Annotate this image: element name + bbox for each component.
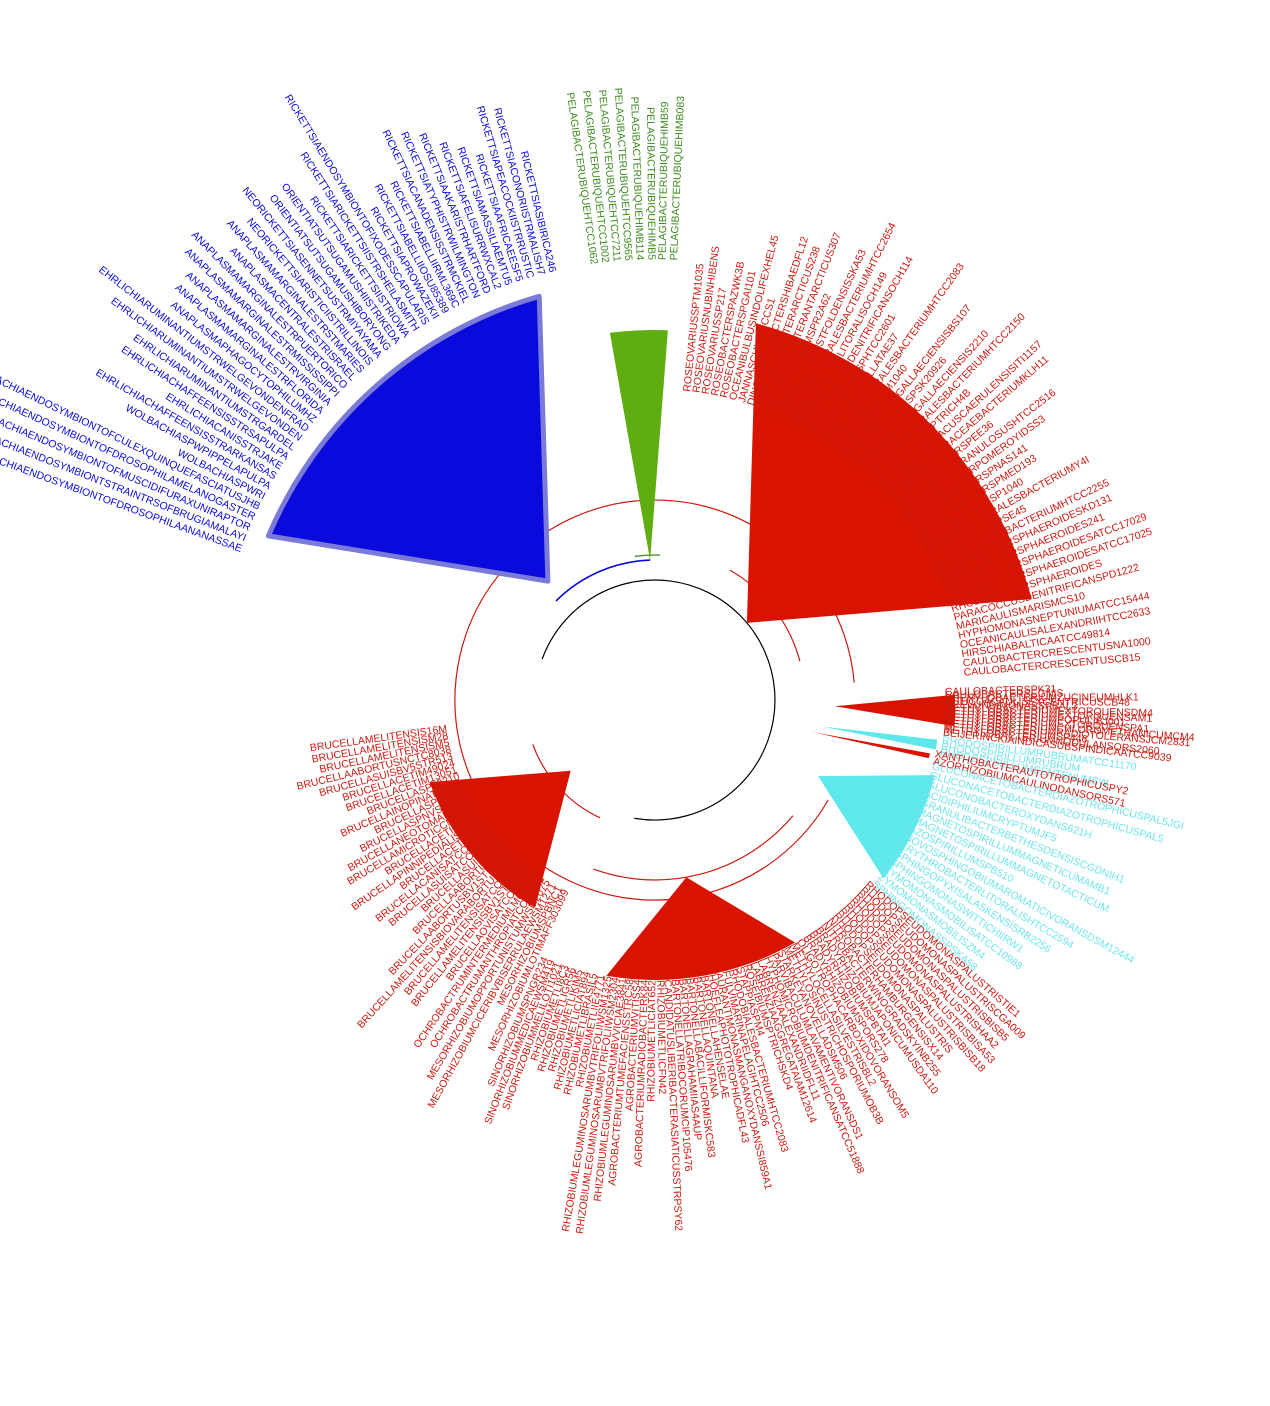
leaf-label: PHENYLOBACTERIUMZUCINEUMHLK1 — [945, 691, 1139, 704]
clade-wedge — [429, 770, 571, 908]
leaf-label: RHIZOBIUMETLICIAT652 — [645, 980, 658, 1102]
clade-wedge — [606, 877, 795, 980]
leaf-label: ASTICCACAULISEXCENTRICUSCB48 — [945, 696, 1130, 709]
leaf-label: CAULOBACTERSEGNIS — [945, 687, 1064, 701]
clade-wedges — [265, 293, 1032, 980]
red-lower-arc — [593, 815, 794, 881]
leaf-label: RHIZOBIUMETLICFN42 — [654, 980, 668, 1095]
blue-branch — [555, 559, 651, 602]
clade-wedge — [609, 329, 668, 561]
leaf-label: METHYLOBACTERIUMEXTORQUENSDM4 — [945, 702, 1153, 720]
leaf-label: PELAGIBACTERUBIQUEHIMB5 — [644, 107, 657, 260]
clade-wedge — [265, 293, 551, 584]
green-branch — [634, 554, 661, 557]
leaf-label: BREVUNDIMONASSPBAL3 — [945, 699, 1078, 713]
clade-wedge — [818, 775, 936, 879]
leaf-label: PELAGIBACTERUBIQUEHIMB59 — [656, 101, 671, 260]
leaf-label: CAULOBACTERSPK31 — [945, 683, 1057, 698]
clade-wedge — [746, 323, 1032, 623]
leaf-labels: WOLBACHIAENDOSYMBIONTOFDROSOPHILAANANASS… — [0, 87, 1195, 1234]
leaf-label: PELAGIBACTERUBIQUEHIMB114 — [628, 96, 646, 260]
backbone-arc — [541, 579, 776, 690]
backbone-arc-lower — [634, 689, 776, 821]
clade-wedge — [834, 694, 956, 727]
clade-wedge — [822, 726, 938, 750]
clade-wedge — [811, 731, 930, 759]
